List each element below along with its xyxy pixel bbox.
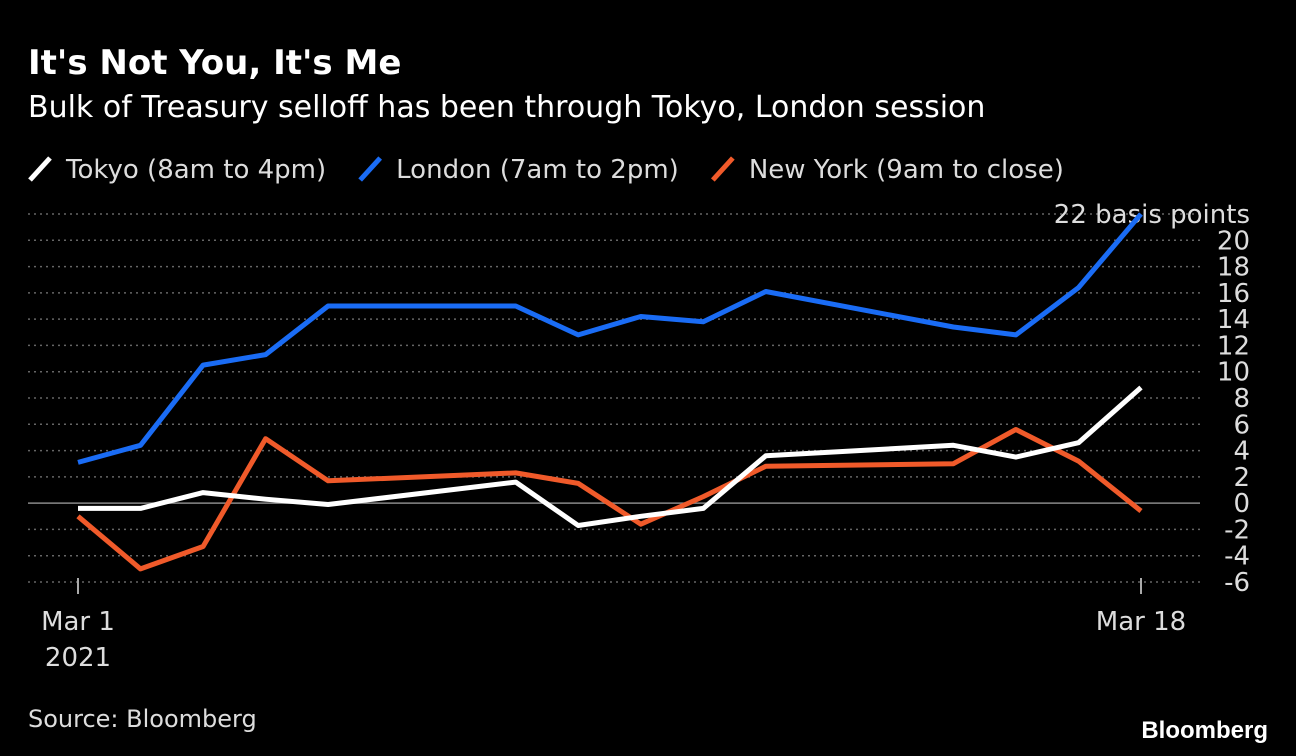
y-tick-label: 18 bbox=[1217, 253, 1250, 283]
x-year-label: 2021 bbox=[45, 643, 111, 673]
y-tick-label: 20 bbox=[1217, 226, 1250, 256]
chart-title: It's Not You, It's Me bbox=[28, 43, 401, 83]
y-tick-label: 4 bbox=[1233, 437, 1250, 467]
y-tick-label: 0 bbox=[1233, 489, 1250, 519]
y-tick-label: -4 bbox=[1224, 542, 1250, 572]
y-tick-label: 10 bbox=[1217, 358, 1250, 388]
legend-label: New York (9am to close) bbox=[749, 155, 1064, 185]
legend-label: Tokyo (8am to 4pm) bbox=[65, 155, 326, 185]
series-line bbox=[78, 385, 1143, 528]
x-tick-label: Mar 1 bbox=[41, 607, 115, 637]
y-tick-label: 16 bbox=[1217, 279, 1250, 309]
source: Source: Bloomberg bbox=[28, 705, 257, 733]
x-tick-label: Mar 18 bbox=[1096, 607, 1186, 637]
y-tick-label: 8 bbox=[1233, 384, 1250, 414]
legend-swatch bbox=[358, 156, 383, 182]
y-tick-label: 22 basis points bbox=[1054, 200, 1250, 230]
y-tick-label: 6 bbox=[1233, 410, 1250, 440]
y-tick-label: 14 bbox=[1217, 305, 1250, 335]
y-tick-label: -2 bbox=[1224, 515, 1250, 545]
legend-label: London (7am to 2pm) bbox=[396, 155, 679, 185]
y-tick-label: 12 bbox=[1217, 331, 1250, 361]
y-tick-label: -6 bbox=[1224, 568, 1250, 598]
chart-subtitle: Bulk of Treasury selloff has been throug… bbox=[28, 90, 985, 125]
legend-swatch bbox=[28, 156, 52, 182]
series-line bbox=[76, 427, 1143, 572]
y-tick-label: 2 bbox=[1233, 463, 1250, 493]
brand: Bloomberg bbox=[1141, 717, 1268, 744]
series-line bbox=[77, 212, 1143, 465]
legend-swatch bbox=[710, 156, 735, 182]
